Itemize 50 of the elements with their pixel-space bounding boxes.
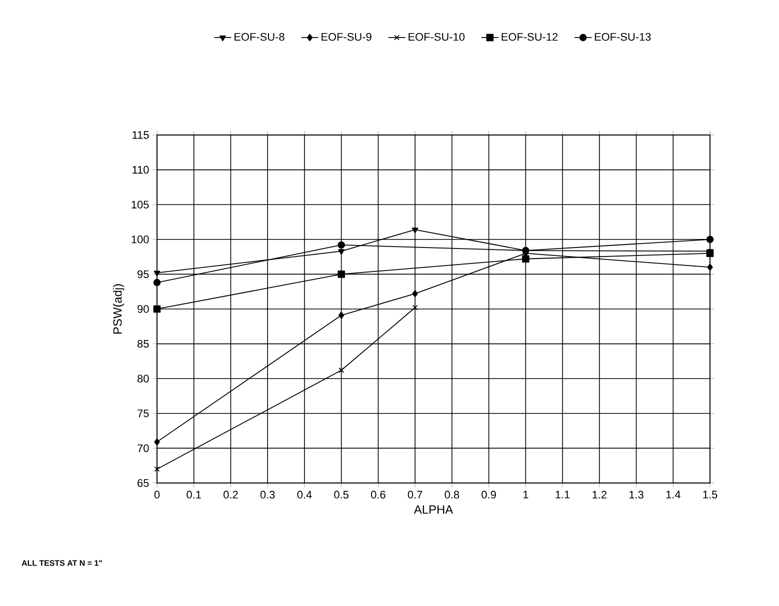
x-tick-label: 0.5 [334, 490, 348, 499]
y-axis-title: PSW(adj) [112, 284, 124, 334]
point [153, 278, 161, 286]
x-tick-label: 1.5 [703, 490, 718, 498]
point [338, 312, 344, 319]
y-tick-label: 105 [132, 200, 149, 208]
point [154, 270, 160, 276]
x-tick-label: 0.3 [260, 490, 275, 499]
x-tick-label: 1.4 [666, 490, 680, 498]
point [412, 304, 418, 310]
x-tick-label: 0.8 [444, 490, 460, 499]
point [338, 270, 345, 278]
x-tick-label: 0.6 [371, 490, 386, 499]
y-tick-label: 75 [138, 410, 149, 418]
point [707, 264, 713, 271]
x-tick-label: 0.9 [482, 490, 496, 499]
legend-label: EOF-SU-13 [594, 32, 651, 41]
point [154, 438, 160, 446]
point [154, 466, 160, 472]
legend-label: EOF-SU-8 [234, 32, 284, 41]
y-tick-label: 95 [138, 270, 149, 278]
x-tick-label: 1.2 [592, 490, 606, 498]
x-axis-title: ALPHA [414, 505, 454, 514]
y-tick-label: 85 [138, 340, 149, 348]
point [338, 241, 345, 249]
point [412, 228, 418, 234]
y-tick-label: 110 [132, 166, 149, 174]
x-tick-label: 0.4 [297, 490, 312, 499]
point [338, 368, 344, 373]
y-tick-label: 90 [138, 305, 149, 313]
y-tick-label: 65 [138, 479, 149, 487]
x-tick-label: 0 [154, 490, 160, 499]
y-tick-label: 70 [138, 444, 149, 452]
x-tick-label: 1.3 [629, 490, 644, 499]
x-tick-label: 0.7 [408, 490, 422, 499]
point [522, 255, 530, 263]
x-tick-label: 0.2 [224, 490, 238, 499]
y-tick-label: 80 [138, 374, 149, 382]
x-tick-label: 1.1 [556, 490, 570, 498]
point [706, 236, 714, 244]
legend-label: EOF-SU-9 [322, 32, 372, 41]
x-tick-label: 0.1 [186, 490, 201, 499]
y-tick-label: 100 [132, 236, 149, 244]
point [338, 249, 345, 255]
y-tick-label: 115 [132, 131, 149, 139]
legend-label: EOF-SU-12 [502, 32, 558, 41]
point [153, 305, 161, 313]
point [412, 290, 418, 298]
legend-label: EOF-SU-10 [408, 32, 465, 41]
x-tick-label: 1 [523, 490, 528, 498]
